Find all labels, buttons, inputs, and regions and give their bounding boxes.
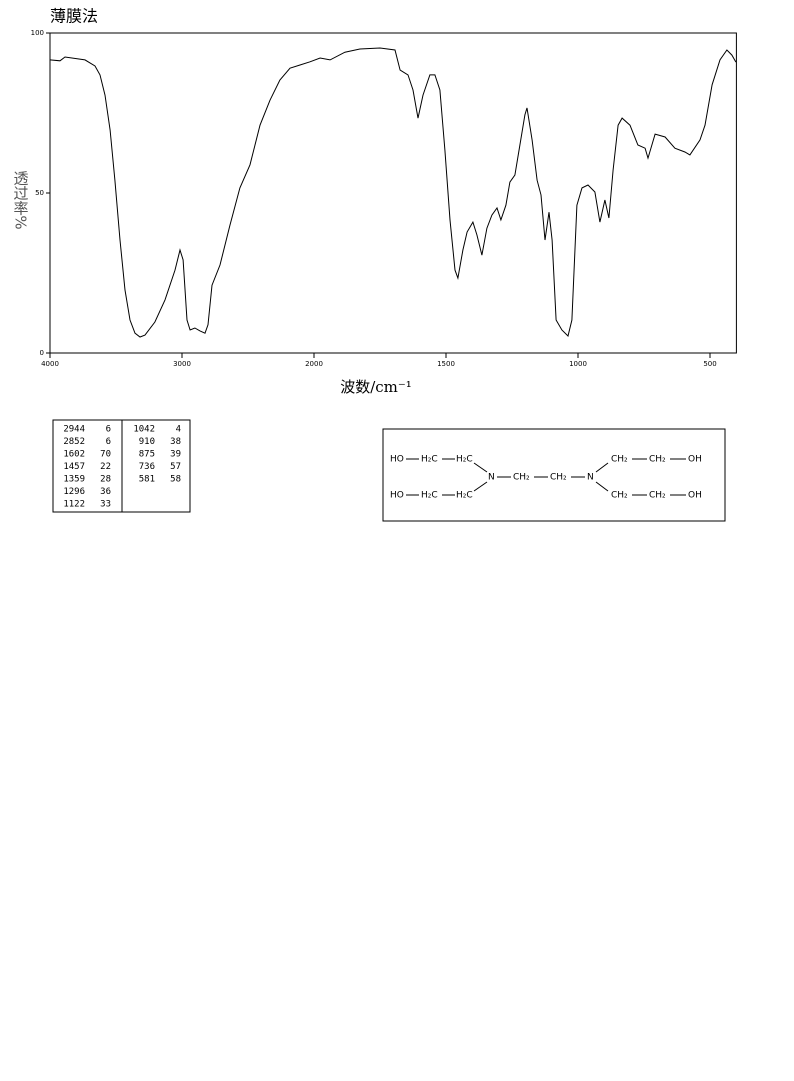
plot-frame	[49, 32, 737, 354]
structure: HO H₂C H₂C N CH₂ CH₂ N CH₂ CH₂ OH HO H₂C H₂C CH₂ CH₂ OH	[382, 428, 726, 522]
table-cell: 33	[100, 500, 111, 510]
table-cell: 38	[170, 437, 181, 447]
table-cell: 1359	[63, 475, 85, 485]
bonds	[406, 458, 686, 496]
x-tick-label: 4000	[41, 360, 59, 368]
table-cell: 875	[139, 450, 155, 460]
x-axis-label: 波数/cm⁻¹	[340, 378, 412, 396]
table-cell: 39	[170, 450, 181, 460]
atom-label: CH₂	[611, 491, 628, 501]
atom-label: N	[587, 473, 594, 483]
atom-label: CH₂	[550, 473, 567, 483]
x-tick-label: 2000	[305, 360, 323, 368]
chart-title: 薄膜法	[50, 7, 98, 26]
table-cell: 1457	[63, 462, 85, 472]
table-cell: 2944	[63, 425, 85, 435]
y-tick-label: 50	[35, 189, 44, 197]
x-tick-label: 3000	[173, 360, 191, 368]
table-cell: 581	[139, 475, 155, 485]
x-tick-label: 1000	[569, 360, 587, 368]
table-cell: 22	[100, 462, 111, 472]
table-cell: 4	[176, 425, 181, 435]
y-axis-label: 透过率%	[12, 170, 30, 229]
table-cell: 36	[100, 487, 111, 497]
table-cell: 70	[100, 450, 111, 460]
table-cell: 28	[100, 475, 111, 485]
x-tick-label: 1500	[437, 360, 455, 368]
table-cell: 57	[170, 462, 181, 472]
x-tick-label: 500	[703, 360, 716, 368]
atom-label: HO	[390, 455, 404, 465]
atom-label: CH₂	[611, 455, 628, 465]
atom-label: HO	[390, 491, 404, 501]
atom-label: CH₂	[513, 473, 530, 483]
atom-label: CH₂	[649, 491, 666, 501]
structure-border	[382, 428, 726, 522]
atom-label: H₂C	[421, 491, 438, 501]
atom-label: CH₂	[649, 455, 666, 465]
atom-label: OH	[688, 455, 702, 465]
table-cell: 58	[170, 475, 181, 485]
table-cell: 1042	[133, 425, 155, 435]
atom-label: OH	[688, 491, 702, 501]
atom-label: H₂C	[456, 491, 473, 501]
table-cell: 1122	[63, 500, 85, 510]
table-cell: 6	[106, 425, 111, 435]
table-cell: 2852	[63, 437, 85, 447]
atom-label: H₂C	[421, 455, 438, 465]
atom-label: N	[488, 473, 495, 483]
table-cell: 1296	[63, 487, 85, 497]
peak-table: 2944 6 2852 6 1602 70 1457 22 1359 28 1296 36 1122 33…	[52, 419, 191, 513]
y-tick-label: 0	[40, 349, 44, 357]
table-cell: 6	[106, 437, 111, 447]
table-cell: 910	[139, 437, 155, 447]
spectrum-line	[49, 47, 737, 338]
table-cell: 1602	[63, 450, 85, 460]
atom-label: H₂C	[456, 455, 473, 465]
y-tick-label: 100	[31, 29, 44, 37]
table-cell: 736	[139, 462, 155, 472]
